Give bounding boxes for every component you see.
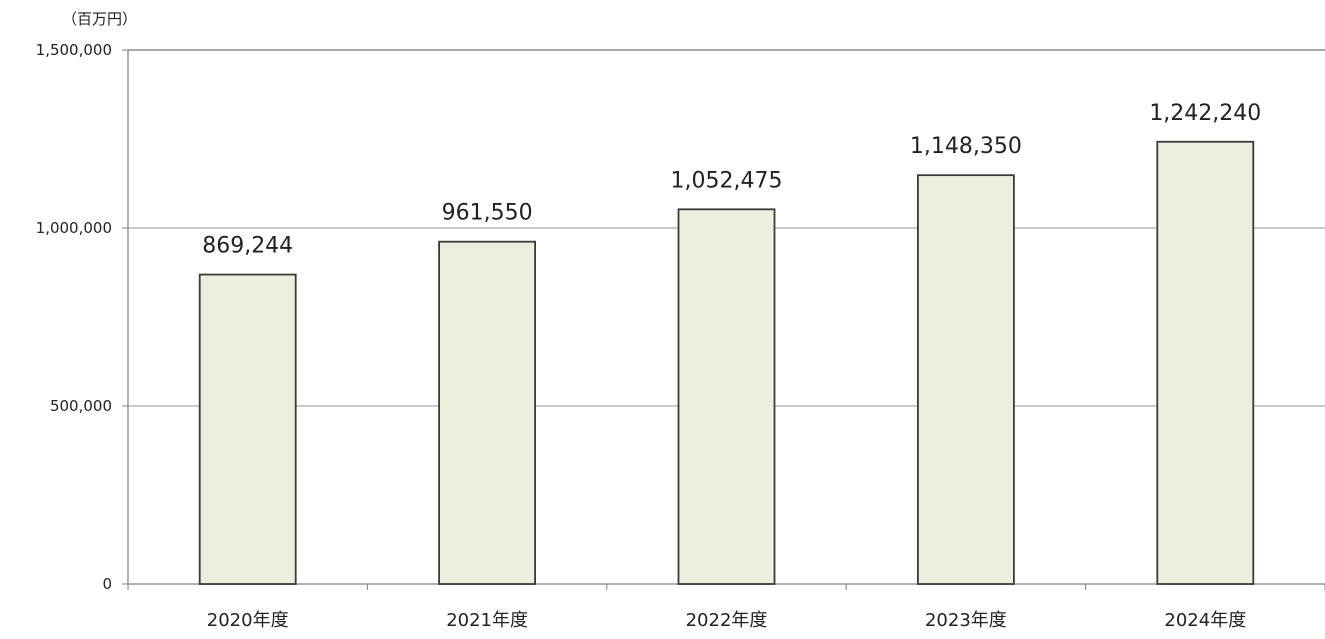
x-tick-label: 2021年度 xyxy=(446,610,528,631)
bar xyxy=(677,208,776,585)
data-label: 1,148,350 xyxy=(910,134,1022,159)
data-label: 1,242,240 xyxy=(1149,101,1261,126)
y-tick-label: 1,500,000 xyxy=(36,41,112,59)
data-label: 1,052,475 xyxy=(671,168,783,193)
data-labels: 869,244 961,550 1,052,475 1,148,350 1,242,24… xyxy=(202,101,1261,259)
data-label: 961,550 xyxy=(442,201,533,226)
x-tick-label: 2024年度 xyxy=(1164,610,1246,631)
bar xyxy=(438,240,537,585)
x-tick-label: 2022年度 xyxy=(686,610,768,631)
y-axis: 0 500,000 1,000,000 1,500,000 xyxy=(36,41,128,593)
bars xyxy=(198,140,1255,585)
bar xyxy=(198,273,297,585)
y-tick-label: 0 xyxy=(102,575,112,593)
y-tick-label: 500,000 xyxy=(50,397,112,415)
unit-label: （百万円） xyxy=(62,10,137,28)
x-axis: 2020年度 2021年度 2022年度 2023年度 2024年度 xyxy=(127,584,1325,631)
x-tick-label: 2020年度 xyxy=(207,610,289,631)
data-label: 869,244 xyxy=(202,234,293,259)
y-tick-label: 1,000,000 xyxy=(36,219,112,237)
bar xyxy=(1156,140,1255,585)
bar xyxy=(917,174,1015,585)
x-tick-label: 2023年度 xyxy=(925,610,1007,631)
